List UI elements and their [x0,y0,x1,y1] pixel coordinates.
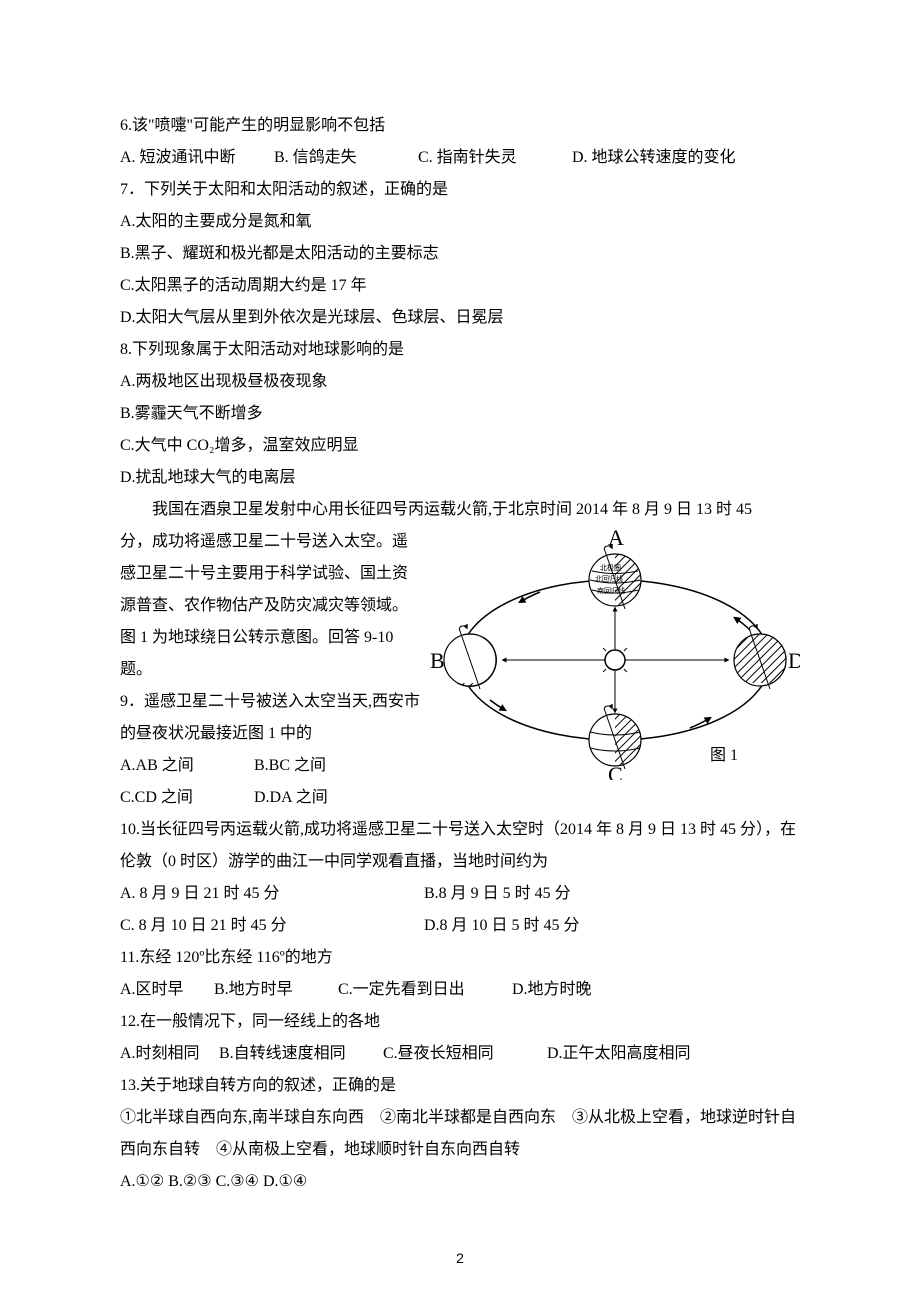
fig-label-b: B [430,648,445,673]
q10-options-row1: A. 8 月 9 日 21 时 45 分 B.8 月 9 日 5 时 45 分 [120,878,800,910]
q11-option-c: C.一定先看到日出 [338,974,508,1006]
fig-inner-label-3: 南回归线 [597,586,625,595]
q7-option-b: B.黑子、耀斑和极光都是太阳活动的主要标志 [120,238,800,270]
q6-option-a: A. 短波通讯中断 [120,142,270,174]
q8-option-c: C.大气中 CO₂增多，温室效应明显 [120,430,800,462]
q11-option-d: D.地方时晚 [512,974,592,1006]
q12-stem: 12.在一般情况下，同一经线上的各地 [120,1006,800,1038]
q11-stem: 11.东经 120º比东经 116º的地方 [120,942,800,974]
q8-option-b: B.雾霾天气不断增多 [120,398,800,430]
orbit-diagram-icon: 北极圈 北回归线 南回归线 [430,530,800,780]
q13-stem: 13.关于地球自转方向的叙述，正确的是 [120,1070,800,1102]
q6-option-d: D. 地球公转速度的变化 [572,142,736,174]
revolution-figure: 北极圈 北回归线 南回归线 [430,530,800,780]
q6-stem: 6.该"喷嚏"可能产生的明显影响不包括 [120,110,800,142]
figure-caption: 图 1 [710,747,738,764]
q11-options: A.区时早 B.地方时早 C.一定先看到日出 D.地方时晚 [120,974,800,1006]
q10-stem: 10.当长征四号丙运载火箭,成功将遥感卫星二十号送入太空时（2014 年 8 月… [120,814,800,878]
q9-options-row2: C.CD 之间 D.DA 之间 [120,782,800,814]
q12-option-a: A.时刻相同 [120,1038,215,1070]
q8-stem: 8.下列现象属于太阳活动对地球影响的是 [120,334,800,366]
q10-option-c: C. 8 月 10 日 21 时 45 分 [120,910,420,942]
q12-options: A.时刻相同 B.自转线速度相同 C.昼夜长短相同 D.正午太阳高度相同 [120,1038,800,1070]
q10-option-d: D.8 月 10 日 5 时 45 分 [424,910,580,942]
q9-option-b: B.BC 之间 [254,750,326,782]
q13-statements: ①北半球自西向东,南半球自东向西 ②南北半球都是自西向东 ③从北极上空看，地球逆… [120,1102,800,1166]
fig-label-c: C [608,762,623,780]
q9-option-c: C.CD 之间 [120,782,250,814]
q11-option-b: B.地方时早 [214,974,334,1006]
q10-options-row2: C. 8 月 10 日 21 时 45 分 D.8 月 10 日 5 时 45 … [120,910,800,942]
q7-option-c: C.太阳黑子的活动周期大约是 17 年 [120,270,800,302]
q7-option-a: A.太阳的主要成分是氮和氧 [120,206,800,238]
q11-option-a: A.区时早 [120,974,210,1006]
q7-option-d: D.太阳大气层从里到外依次是光球层、色球层、日冕层 [120,302,800,334]
q13-options: A.①② B.②③ C.③④ D.①④ [120,1166,800,1198]
q10-option-b: B.8 月 9 日 5 时 45 分 [424,878,571,910]
passage-with-figure: 北极圈 北回归线 南回归线 [120,526,800,814]
fig-inner-label-1: 北极圈 [600,563,621,572]
q9-option-d: D.DA 之间 [254,782,328,814]
q10-option-a: A. 8 月 9 日 21 时 45 分 [120,878,420,910]
q12-option-c: C.昼夜长短相同 [383,1038,543,1070]
fig-label-d: D [788,648,800,673]
q8-option-d: D.扰乱地球大气的电离层 [120,462,800,494]
q12-option-d: D.正午太阳高度相同 [547,1038,691,1070]
fig-inner-label-2: 北回归线 [595,574,623,583]
passage-line-1: 我国在酒泉卫星发射中心用长征四号丙运载火箭,于北京时间 2014 年 8 月 9… [120,494,800,526]
q6-options: A. 短波通讯中断 B. 信鸽走失 C. 指南针失灵 D. 地球公转速度的变化 [120,142,800,174]
q9-option-a: A.AB 之间 [120,750,250,782]
q6-option-c: C. 指南针失灵 [418,142,568,174]
q8-option-a: A.两极地区出现极昼极夜现象 [120,366,800,398]
q12-option-b: B.自转线速度相同 [219,1038,379,1070]
fig-label-a: A [608,530,624,550]
q6-option-b: B. 信鸽走失 [274,142,414,174]
page-number: 2 [0,1244,920,1272]
q7-stem: 7．下列关于太阳和太阳活动的叙述，正确的是 [120,174,800,206]
page: 6.该"喷嚏"可能产生的明显影响不包括 A. 短波通讯中断 B. 信鸽走失 C.… [0,0,920,1302]
